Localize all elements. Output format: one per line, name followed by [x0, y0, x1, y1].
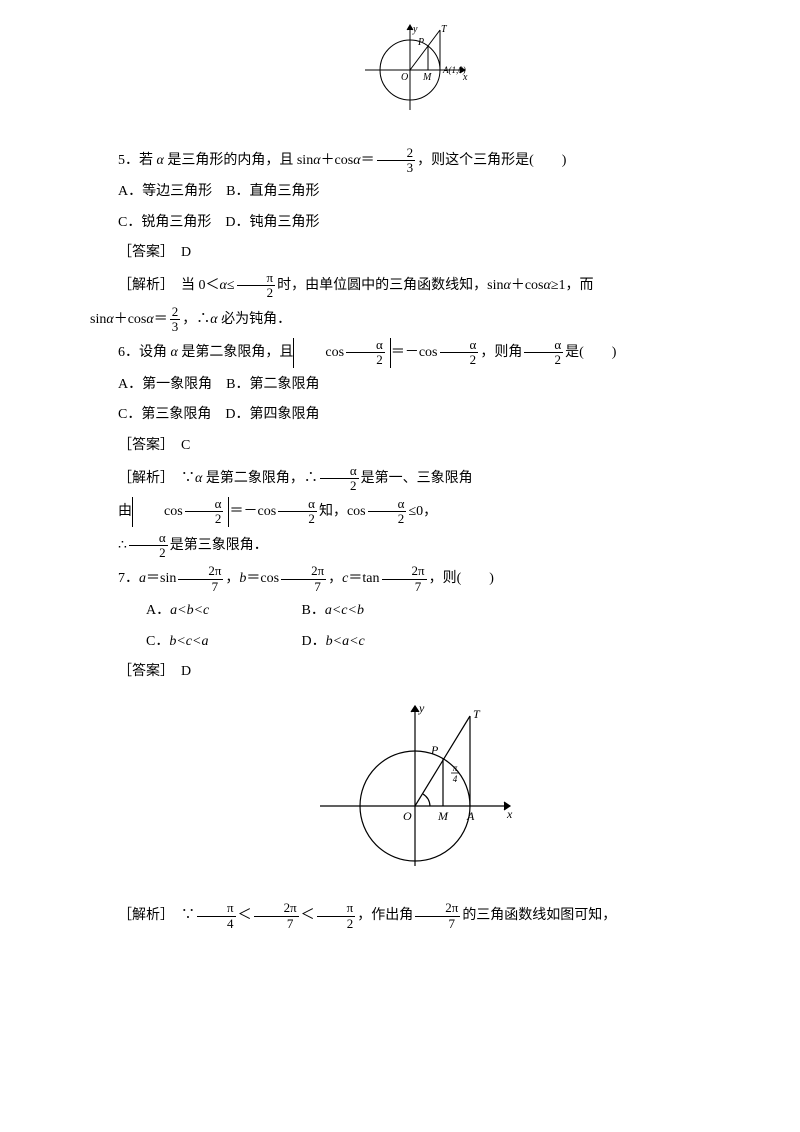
unit-circle-diagram-small: y x O M A(1,0) P T — [90, 20, 740, 126]
unit-circle-diagram-large: y x O M A P T π 4 — [90, 696, 740, 887]
q6-answer: ［答案］ C — [90, 433, 740, 460]
q7-option-ab: A．a<b<c B．a<c<b — [90, 598, 740, 625]
point-t-label-2: T — [473, 707, 481, 721]
q5-alpha-2: α — [313, 153, 320, 168]
axis-x-label-2: x — [506, 807, 513, 821]
axis-y-label-2: y — [418, 701, 425, 715]
q6-stem: 6．设角 α 是第二象限角，且cosα2＝－cosα2，则角α2是( ) — [90, 338, 740, 368]
point-m-label-2: M — [437, 809, 449, 823]
point-t-label: T — [441, 24, 448, 35]
point-p-label: P — [417, 37, 424, 48]
origin-label-2: O — [403, 809, 412, 823]
point-p-label-2: P — [430, 743, 439, 757]
point-a-label-2: A — [466, 809, 475, 823]
point-a-label: A(1,0) — [442, 65, 466, 75]
q5-text-2: 是三角形的内角，且 sin — [164, 153, 313, 168]
q6-explain-1: ［解析］ ∵α 是第二象限角，∴α2是第一、三象限角 — [90, 464, 740, 494]
q5-frac-23: 23 — [377, 146, 416, 176]
q5-text-5: ，则这个三角形是( ) — [417, 153, 566, 168]
q5-explain-1: ［解析］ 当 0＜α≤π2时，由单位圆中的三角函数线知，sinα＋cosα≥1，… — [90, 271, 740, 301]
q6-option-cd: C．第三象限角 D．第四象限角 — [90, 402, 740, 429]
q6-explain-2: 由cosα2＝－cosα2知，cosα2≤0， — [90, 497, 740, 527]
q6-explain-3: ∴α2是第三象限角． — [90, 531, 740, 561]
q7-explain: ［解析］ ∵π4＜2π7＜π2，作出角2π7的三角函数线如图可知， — [90, 901, 740, 931]
q7-option-cd: C．b<c<a D．b<a<c — [90, 629, 740, 656]
q6-option-ab: A．第一象限角 B．第二象限角 — [90, 372, 740, 399]
q5-text-4: ＝ — [361, 153, 375, 168]
q5-explain-2: sinα＋cosα＝23，∴α 必为钝角． — [90, 305, 740, 335]
origin-label: O — [401, 72, 408, 83]
axis-y-label: y — [412, 24, 418, 35]
svg-text:π: π — [453, 763, 458, 773]
q5-text-3: ＋cos — [321, 153, 354, 168]
q7-stem: 7．a＝sin2π7，b＝cos2π7，c＝tan2π7，则( ) — [90, 564, 740, 594]
point-m-label: M — [422, 72, 432, 83]
q5-answer: ［答案］ D — [90, 240, 740, 267]
q5-alpha-1: α — [157, 153, 164, 168]
q7-answer: ［答案］ D — [90, 659, 740, 686]
q5-stem: 5．若 α 是三角形的内角，且 sinα＋cosα＝23，则这个三角形是( ) — [90, 146, 740, 176]
q5-text-1: 5．若 — [118, 153, 157, 168]
abs-cos: cosα2 — [293, 338, 390, 368]
q5-option-ab: A．等边三角形 B．直角三角形 — [90, 179, 740, 206]
q5-alpha-3: α — [353, 153, 360, 168]
q5-option-cd: C．锐角三角形 D．钝角三角形 — [90, 210, 740, 237]
svg-text:4: 4 — [453, 774, 458, 784]
